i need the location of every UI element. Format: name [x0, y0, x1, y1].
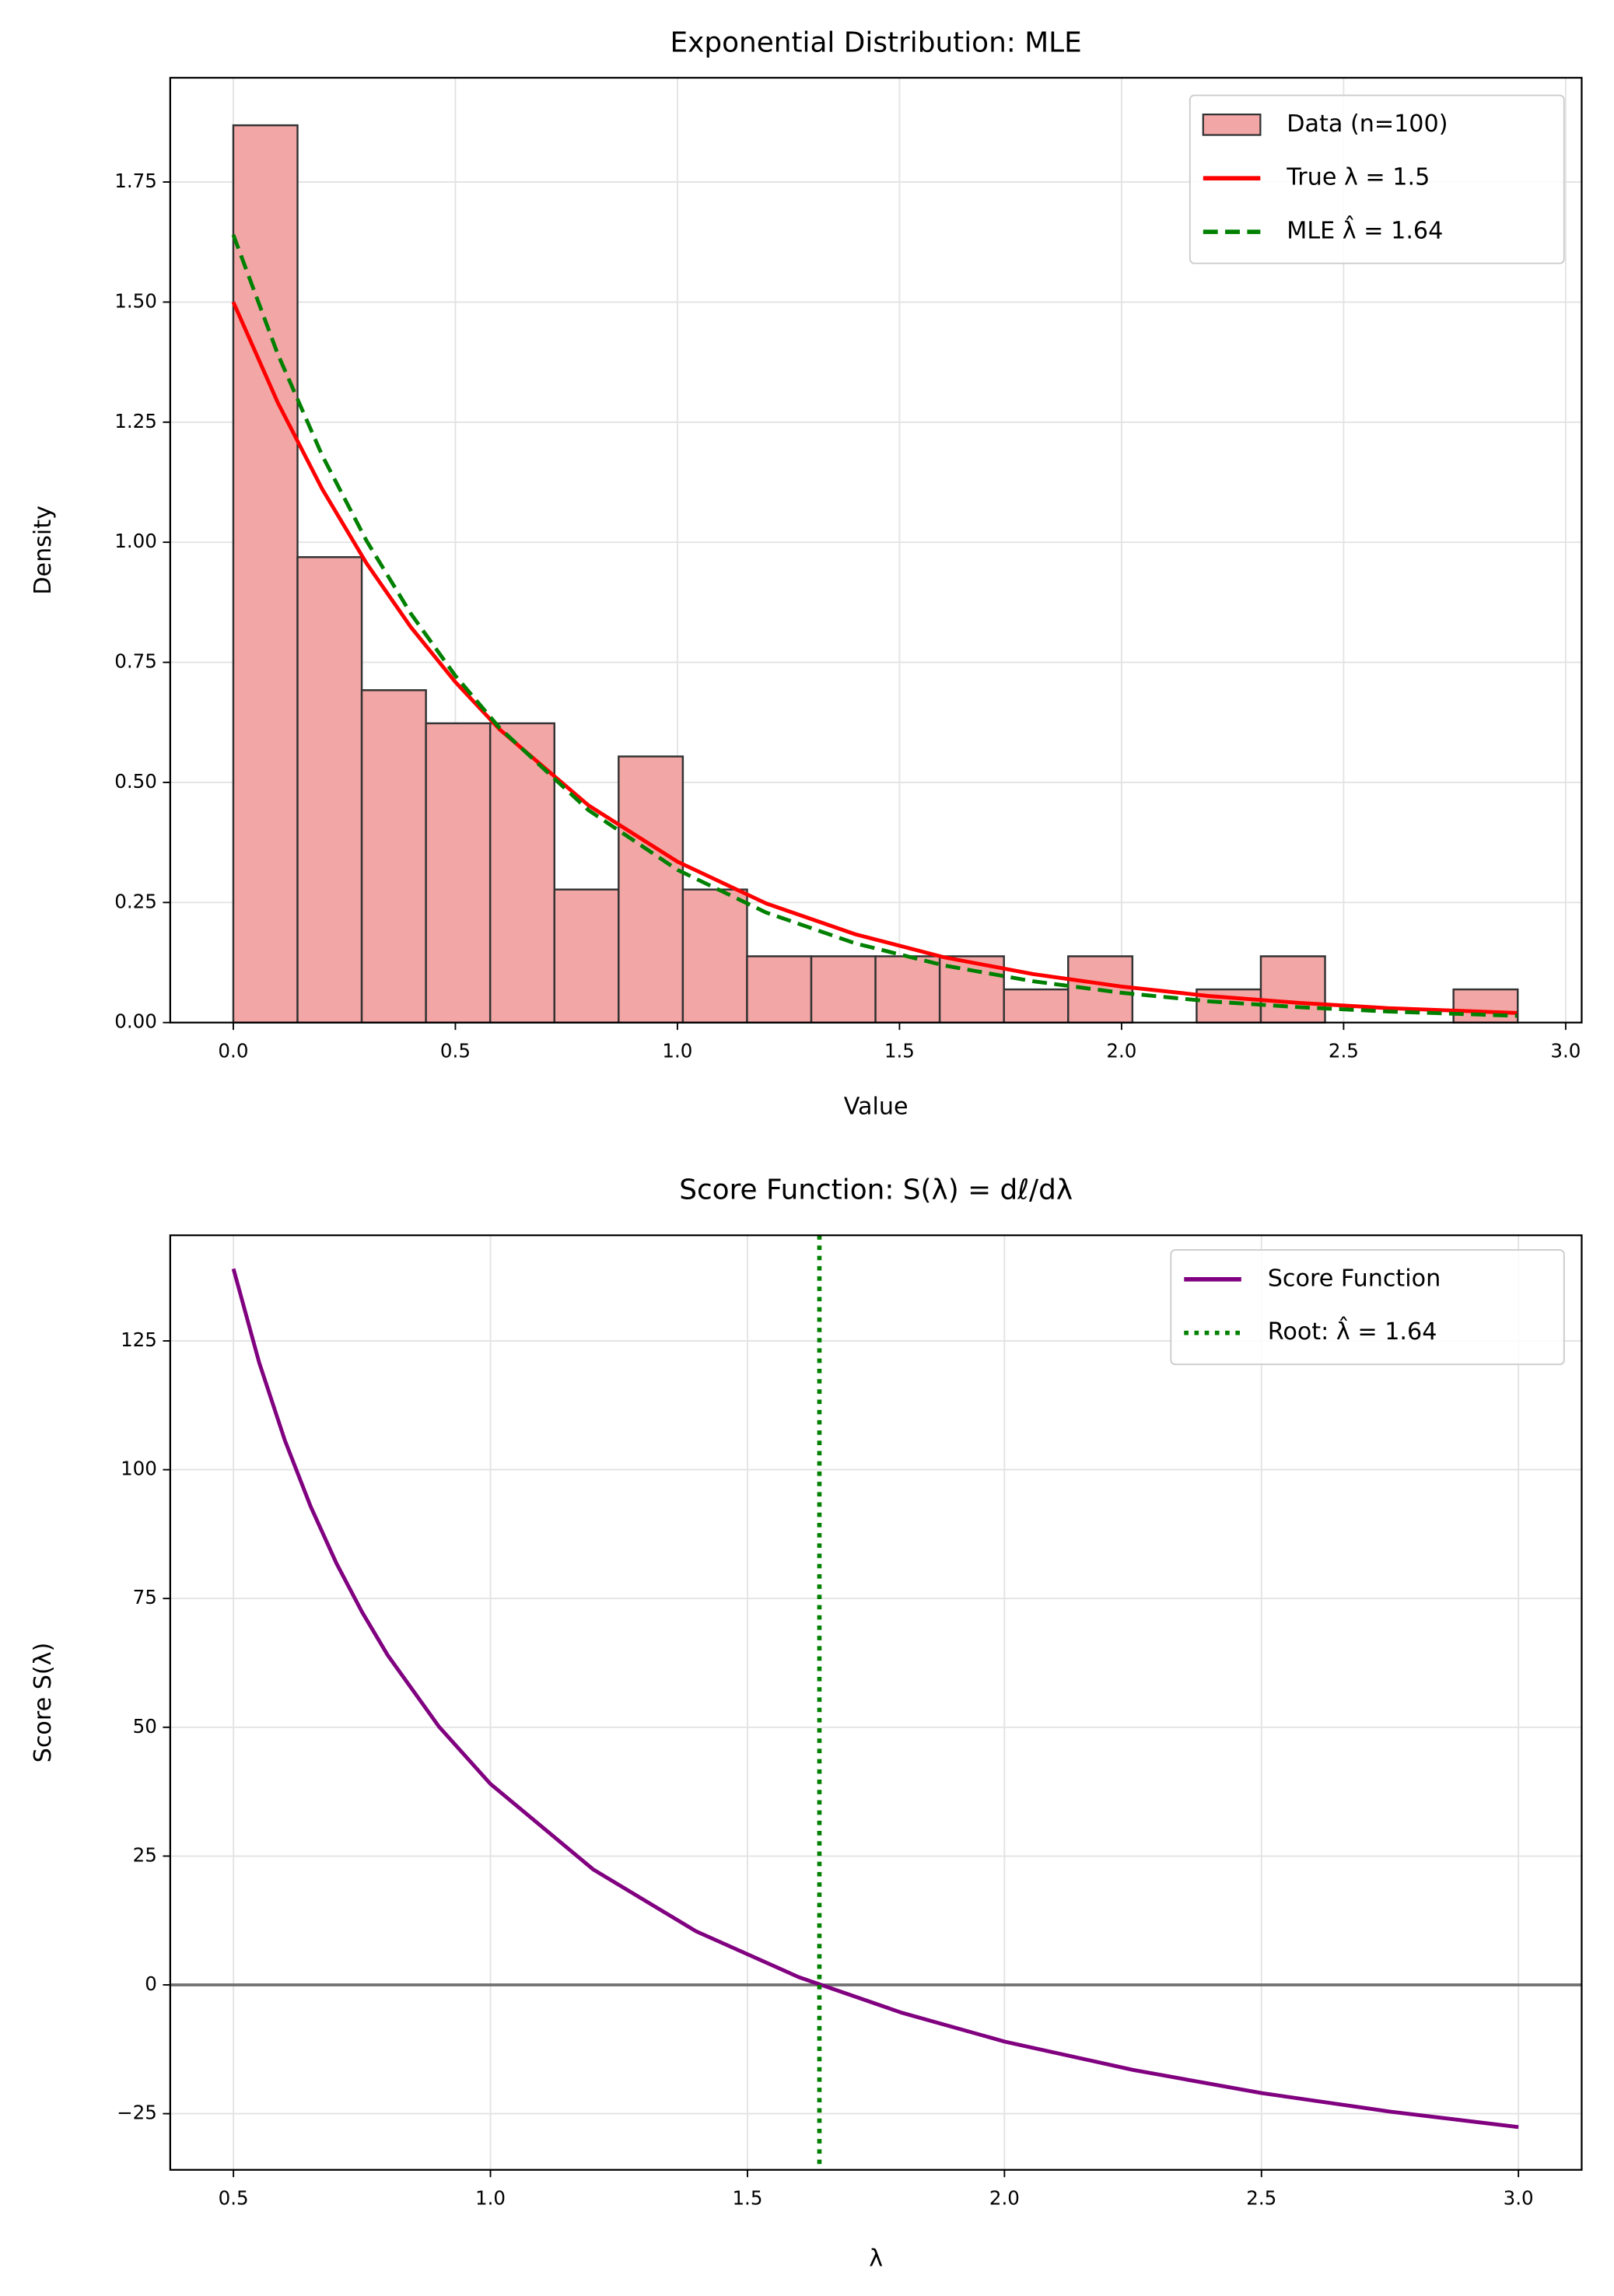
series-line — [231, 1268, 1519, 2130]
y-tick-label: 0.25 — [114, 890, 157, 912]
histogram-bar — [746, 955, 813, 1024]
y-axis-label: Density — [30, 506, 57, 595]
chart-title: Score Function: S(λ) = dℓ/dλ — [679, 1174, 1073, 1206]
x-tick-label: 1.5 — [884, 1039, 915, 1062]
legend-label: True λ = 1.5 — [1286, 164, 1430, 191]
y-tick-label: 1.75 — [114, 170, 157, 192]
y-axis-label: Score S(λ) — [30, 1643, 57, 1763]
series-line — [231, 234, 1518, 1018]
x-axis-label: Value — [844, 1094, 909, 1121]
x-tick-label: 3.0 — [1504, 2187, 1534, 2210]
x-tick-label: 2.0 — [989, 2187, 1020, 2210]
y-tick-label: 50 — [133, 1715, 157, 1738]
legend-label: Score Function — [1268, 1265, 1441, 1292]
legend-label: MLE λ̂ = 1.64 — [1287, 215, 1443, 244]
series-line — [231, 301, 1518, 1015]
histogram-bar — [810, 955, 877, 1024]
y-tick-label: 75 — [133, 1586, 157, 1608]
y-tick-label: 125 — [121, 1328, 157, 1351]
histogram-bar — [1452, 988, 1519, 1024]
histogram-bar — [425, 722, 492, 1024]
legend-box — [1170, 1249, 1565, 1366]
x-tick-label: 0.0 — [218, 1039, 248, 1062]
y-tick-label: 100 — [121, 1458, 157, 1480]
x-tick-label: 1.0 — [475, 2187, 506, 2210]
y-tick-label: 0.50 — [114, 770, 157, 793]
histogram-bar — [1259, 955, 1326, 1024]
histogram-bar — [681, 888, 748, 1024]
legend-label: Data (n=100) — [1287, 110, 1448, 138]
y-tick-label: 0.75 — [114, 650, 157, 673]
histogram-bar — [1003, 988, 1070, 1024]
legend-swatch — [1202, 113, 1262, 136]
x-tick-label: 2.5 — [1246, 2187, 1276, 2210]
x-tick-label: 1.0 — [662, 1039, 692, 1062]
x-tick-label: 1.5 — [732, 2187, 762, 2210]
chart-title: Exponential Distribution: MLE — [670, 27, 1082, 59]
legend-label: Root: λ̂ = 1.64 — [1268, 1316, 1437, 1346]
x-tick-label: 0.5 — [219, 2187, 249, 2210]
y-tick-label: 0.00 — [114, 1010, 157, 1033]
x-tick-label: 2.0 — [1106, 1039, 1136, 1062]
y-tick-label: 0 — [145, 1972, 157, 1995]
y-tick-label: 1.25 — [114, 410, 157, 432]
x-tick-label: 2.5 — [1329, 1039, 1359, 1062]
histogram-bar — [296, 556, 363, 1024]
histogram-bar — [553, 888, 620, 1024]
x-axis-label: λ — [869, 2245, 883, 2272]
y-tick-label: 1.50 — [114, 289, 157, 312]
plot-frame — [169, 1234, 1583, 2171]
y-tick-label: 25 — [133, 1843, 157, 1866]
x-tick-label: 3.0 — [1550, 1039, 1581, 1062]
x-tick-label: 0.5 — [440, 1039, 471, 1062]
plot-frame — [169, 76, 1583, 1024]
histogram-bar — [618, 755, 684, 1024]
histogram-bar — [488, 722, 555, 1024]
legend-box — [1189, 94, 1565, 264]
y-tick-label: 1.00 — [114, 530, 157, 552]
y-tick-label: −25 — [117, 2102, 157, 2124]
histogram-bar — [874, 955, 941, 1024]
histogram-bar — [360, 689, 427, 1024]
